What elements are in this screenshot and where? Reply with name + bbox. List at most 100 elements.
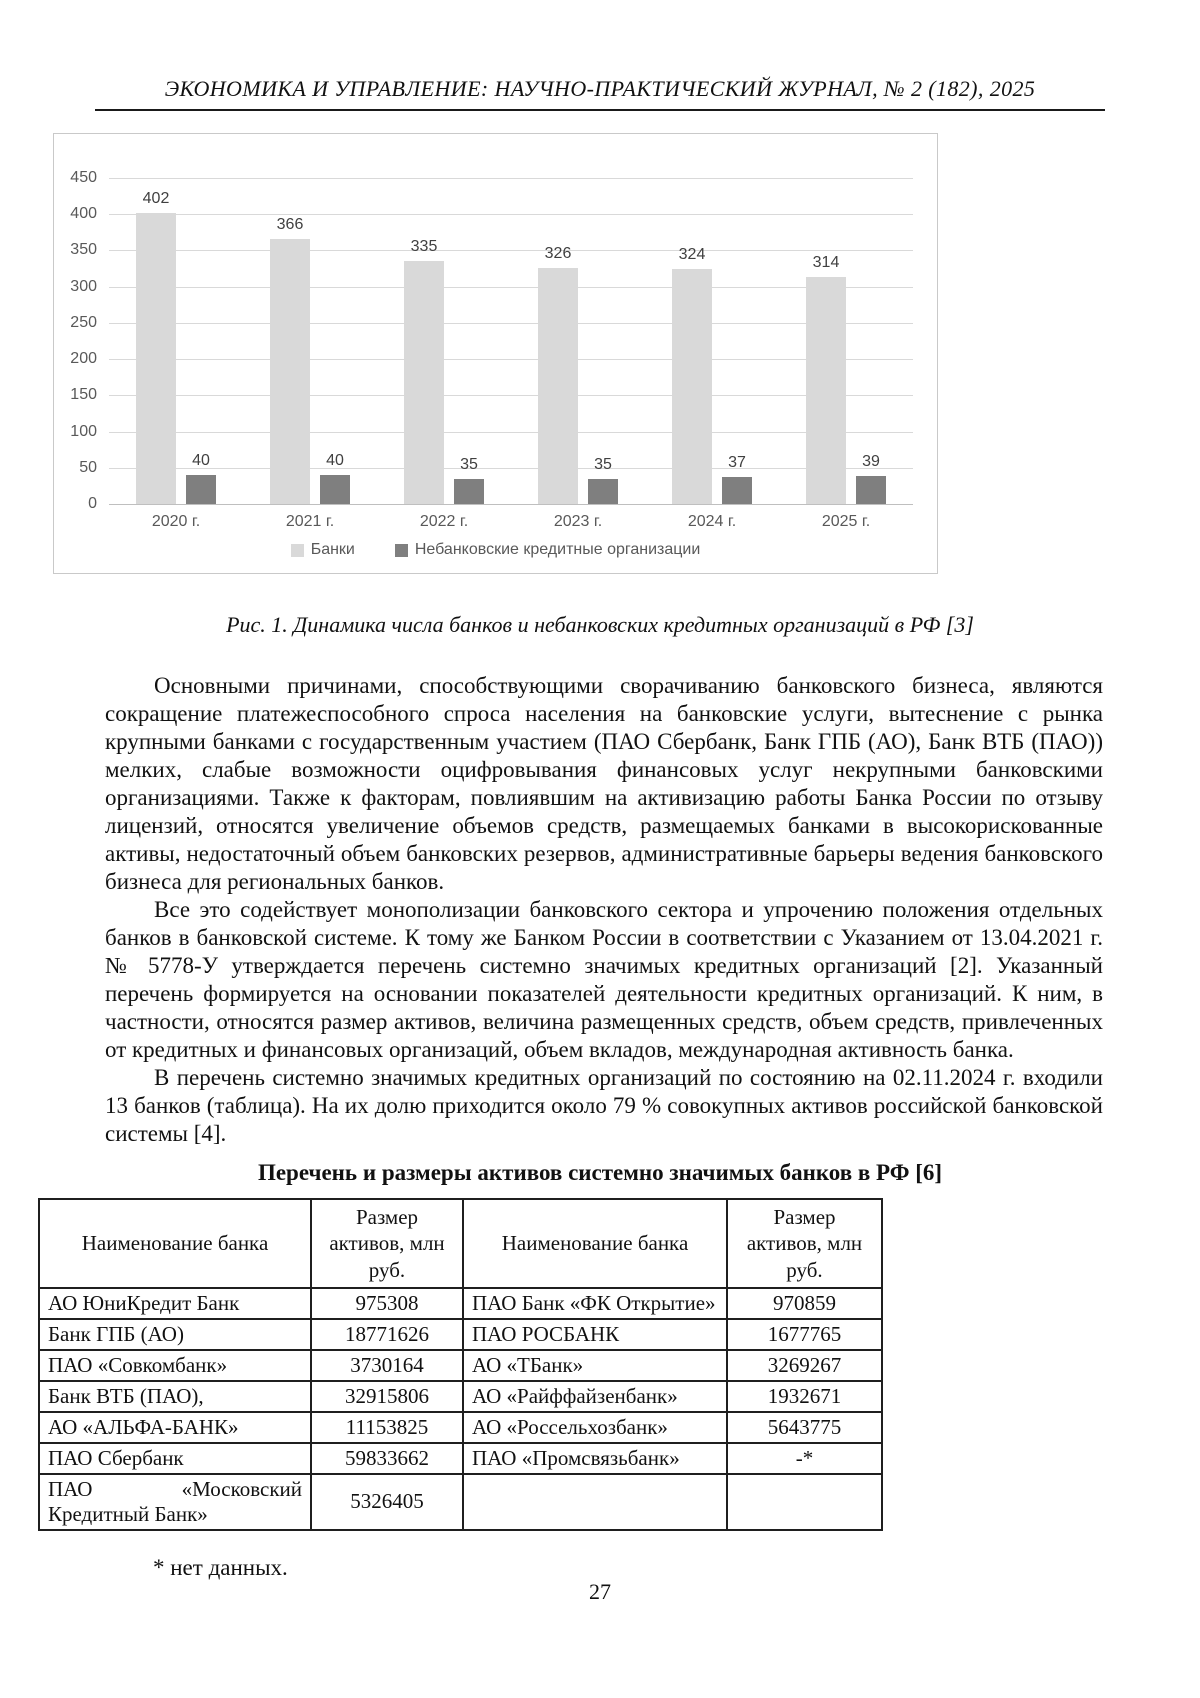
- column-header-assets: Размер активов, млн руб.: [726, 1198, 883, 1289]
- bank-name-cell: ПАО Банк «ФК Открытие»: [462, 1286, 728, 1320]
- asset-value-cell: 975308: [310, 1286, 464, 1320]
- x-axis-label: 2021 г.: [285, 513, 335, 530]
- bar-value-label: 37: [728, 454, 746, 471]
- y-axis-label: 450: [70, 169, 97, 186]
- bar-value-label: 402: [142, 190, 170, 207]
- asset-value-cell: 18771626: [310, 1317, 464, 1351]
- bar-with-label: 40: [186, 452, 216, 504]
- nonbank-orgs-bar: [186, 475, 216, 504]
- y-axis-label: 350: [70, 241, 97, 259]
- x-axis-label: 2020 г.: [151, 513, 201, 530]
- bank-name-cell: ПАО РОСБАНК: [462, 1317, 728, 1351]
- y-axis-label: 250: [70, 313, 97, 331]
- column-header-bank-name: Наименование банка: [462, 1198, 728, 1289]
- bank-name-cell: АО «Райффайзенбанк»: [462, 1379, 728, 1413]
- table-footnote: * нет данных.: [153, 1554, 288, 1580]
- asset-value-cell: [726, 1472, 883, 1531]
- y-axis-label: 50: [79, 458, 97, 476]
- chart-gridline: [109, 214, 913, 216]
- chart-plot: 402 40 366 40 335 35 326 35 324 37 314 39: [109, 178, 913, 505]
- bar-with-label: 326: [538, 245, 578, 504]
- column-header-assets: Размер активов, млн руб.: [310, 1198, 464, 1289]
- table-section: Перечень и размеры активов системно знач…: [0, 1160, 1200, 1581]
- bar-value-label: 335: [410, 238, 438, 255]
- bank-name-cell: АО ЮниКредит Банк: [38, 1286, 312, 1320]
- banks-bar: [136, 213, 176, 504]
- x-axis-label: 2025 г.: [821, 513, 871, 530]
- legend-swatch: [290, 543, 304, 557]
- nonbank-orgs-bar: [588, 479, 618, 504]
- asset-value-cell: -*: [726, 1441, 883, 1475]
- bank-name-cell: ПАО Сбербанк: [38, 1441, 312, 1475]
- table-row: Банк ВТБ (ПАО), 32915806 АО «Райффайзенбан…: [38, 1379, 883, 1413]
- legend-swatch: [394, 543, 408, 557]
- nonbank-orgs-bar: [722, 477, 752, 504]
- chart-gridline: [109, 431, 913, 433]
- bar-group: 314 39: [779, 190, 913, 504]
- bar-value-label: 326: [544, 245, 572, 262]
- legend-label: Небанковские кредитные организации: [414, 541, 701, 558]
- column-header-bank-name: Наименование банка: [38, 1198, 312, 1289]
- bar-value-label: 39: [862, 453, 880, 470]
- bar-chart: 0 50 100 150 200 250 300 350 400 450 402 40 366 40 33…: [53, 133, 938, 574]
- chart-gridline: [109, 322, 913, 324]
- legend-item: Небанковские кредитные организации: [394, 541, 701, 559]
- table-row: ПАО Сбербанк 59833662 ПАО «Промсвязьбанк» -…: [38, 1441, 883, 1475]
- chart-gridline: [109, 395, 913, 397]
- x-axis-label: 2022 г.: [419, 513, 469, 530]
- bar-value-label: 35: [460, 456, 478, 473]
- bar-value-label: 40: [192, 452, 210, 469]
- bar-with-label: 314: [806, 254, 846, 504]
- bar-with-label: 39: [856, 453, 886, 504]
- bar-with-label: 35: [588, 456, 618, 504]
- legend-label: Банки: [310, 541, 355, 558]
- asset-value-cell: 1932671: [726, 1379, 883, 1413]
- asset-value-cell: 5326405: [310, 1472, 464, 1531]
- bar-value-label: 324: [678, 246, 706, 263]
- bar-with-label: 40: [320, 452, 350, 504]
- asset-value-cell: 3730164: [310, 1348, 464, 1382]
- chart-gridline: [109, 467, 913, 469]
- bar-group: 402 40: [109, 190, 243, 504]
- table-row: АО «АЛЬФА-БАНК» 11153825 АО «Россельхозбан…: [38, 1410, 883, 1444]
- nonbank-orgs-bar: [856, 476, 886, 504]
- bank-name-cell: ПАО «Промсвязьбанк»: [462, 1441, 728, 1475]
- banks-bar: [270, 239, 310, 504]
- banks-table: Наименование банка Размер активов, млн р…: [38, 1198, 883, 1531]
- bar-group: 326 35: [511, 190, 645, 504]
- y-axis-label: 300: [70, 277, 97, 295]
- chart-x-axis: 2020 г. 2021 г. 2022 г. 2023 г. 2024 г. 2025 …: [109, 504, 913, 531]
- bank-name-cell: ПАО «Совкомбанк»: [38, 1348, 312, 1382]
- chart-area: 0 50 100 150 200 250 300 350 400 450 402 40 366 40 33…: [54, 169, 913, 512]
- asset-value-cell: 11153825: [310, 1410, 464, 1444]
- figure-1: 0 50 100 150 200 250 300 350 400 450 402 40 366 40 33…: [0, 133, 1200, 638]
- x-axis-label: 2023 г.: [553, 513, 603, 530]
- bank-name-cell: ПАО «Московский Кредитный Банк»: [38, 1472, 312, 1531]
- bar-with-label: 35: [454, 456, 484, 504]
- asset-value-cell: 3269267: [726, 1348, 883, 1382]
- bar-with-label: 324: [672, 246, 712, 504]
- header-rule: [95, 109, 1105, 111]
- table-title: Перечень и размеры активов системно знач…: [257, 1160, 943, 1185]
- bank-name-cell: Банк ГПБ (АО): [38, 1317, 312, 1351]
- table-row: ПАО «Совкомбанк» 3730164 АО «ТБанк» 3269267: [38, 1348, 883, 1382]
- chart-gridline: [109, 286, 913, 288]
- y-axis-label: 400: [70, 205, 97, 223]
- y-axis-label: 100: [70, 422, 97, 440]
- bank-name-cell: [462, 1472, 728, 1531]
- bar-group: 335 35: [377, 190, 511, 504]
- banks-table-body: АО ЮниКредит Банк 975308 ПАО Банк «ФК Откр…: [38, 1286, 883, 1531]
- banks-bar: [404, 261, 444, 504]
- bar-value-label: 35: [594, 456, 612, 473]
- journal-header: ЭКОНОМИКА И УПРАВЛЕНИЕ: НАУЧНО-ПРАКТИЧЕС…: [164, 76, 1036, 101]
- legend-item: Банки: [290, 541, 355, 559]
- y-axis-label: 150: [70, 386, 97, 404]
- nonbank-orgs-bar: [320, 475, 350, 504]
- chart-groups: 402 40 366 40 335 35 326 35 324 37 314 39: [109, 190, 913, 504]
- chart-gridline: [109, 504, 913, 505]
- asset-value-cell: 5643775: [726, 1410, 883, 1444]
- bar-value-label: 314: [812, 254, 840, 271]
- asset-value-cell: 32915806: [310, 1379, 464, 1413]
- banks-bar: [538, 268, 578, 504]
